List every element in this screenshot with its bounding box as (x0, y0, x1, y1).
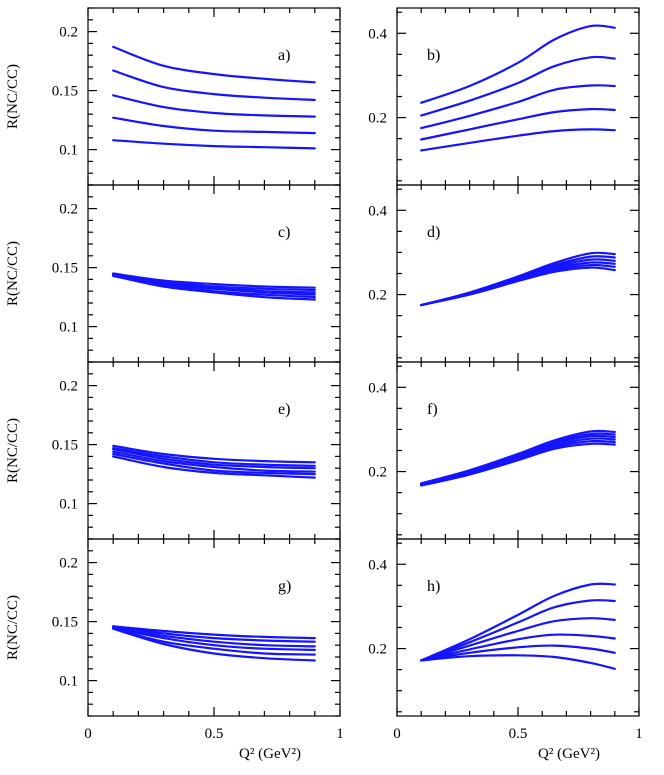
y-tick-label: 0.15 (52, 261, 78, 277)
series-line (420, 644, 616, 662)
series-line (420, 633, 616, 662)
series-line (112, 45, 316, 84)
panel-g: 0.1 0.15 0.2 0 0.5 1 R(NC/CC) Q² (GeV²) g) (5, 538, 344, 762)
x-tick-label: 0 (84, 726, 92, 742)
panel-c: 0.1 0.15 0.2 R(NC/CC) c) (5, 184, 341, 363)
panel-label: d) (427, 224, 440, 241)
series-line (420, 582, 616, 662)
y-axis-label: R(NC/CC) (5, 64, 21, 129)
series-line (420, 442, 616, 487)
series-line (112, 626, 316, 648)
series-line (112, 625, 316, 640)
series-line (112, 452, 316, 476)
y-axis-label: R(NC/CC) (5, 595, 21, 660)
y-tick-label: 0.2 (368, 111, 387, 127)
x-axis-label: Q² (GeV²) (239, 746, 301, 762)
panel-a: 0.1 0.15 0.2 R(NC/CC) a) (5, 7, 341, 186)
y-tick-label: 0.2 (368, 642, 387, 658)
series-line (420, 84, 616, 130)
series-line (112, 274, 316, 301)
panel-h: 0.2 0.4 0 0.5 1 Q² (GeV²) h) (368, 538, 643, 762)
y-tick-label: 0.2 (368, 465, 387, 481)
y-tick-label: 0.4 (368, 380, 387, 396)
y-tick-label: 0.4 (368, 557, 387, 573)
series-line (112, 448, 316, 470)
series-line (112, 626, 316, 651)
x-tick-label: 0.5 (205, 726, 224, 742)
y-axis-label: R(NC/CC) (5, 241, 21, 306)
panel-f: 0.2 0.4 f) (368, 361, 640, 540)
series-line (420, 24, 616, 104)
panel-label: f) (427, 401, 438, 418)
series-line (112, 272, 316, 292)
y-tick-label: 0.15 (52, 84, 78, 100)
series-line (112, 625, 316, 643)
y-tick-label: 0.1 (59, 320, 78, 336)
y-tick-label: 0.15 (52, 615, 78, 631)
panel-frame (396, 184, 640, 363)
series-line (112, 450, 316, 473)
y-tick-label: 0.2 (59, 25, 78, 41)
x-axis-label: Q² (GeV²) (538, 746, 600, 762)
series-line (420, 654, 616, 670)
series-line (112, 116, 316, 135)
y-tick-label: 0.4 (368, 203, 387, 219)
y-axis-label: R(NC/CC) (5, 418, 21, 483)
x-tick-label: 1 (336, 726, 344, 742)
y-tick-label: 0.2 (368, 288, 387, 304)
y-tick-label: 0.2 (59, 202, 78, 218)
series-line (112, 69, 316, 102)
series-line (112, 94, 316, 118)
panel-frame (87, 7, 341, 186)
series-line (112, 444, 316, 464)
series-line (420, 55, 616, 117)
panel-label: g) (278, 578, 291, 595)
x-tick-label: 0 (393, 726, 401, 742)
series-line (420, 266, 616, 307)
series-line (112, 627, 316, 656)
y-tick-label: 0.2 (59, 379, 78, 395)
series-line (420, 599, 616, 662)
y-tick-label: 0.1 (59, 143, 78, 159)
series-line (112, 447, 316, 467)
series-line (420, 617, 616, 662)
panel-label: e) (278, 401, 290, 418)
panel-label: h) (427, 578, 440, 595)
y-tick-label: 0.4 (368, 26, 387, 42)
series-line (112, 139, 316, 150)
series-line (420, 107, 616, 141)
series-line (112, 627, 316, 662)
panel-d: 0.2 0.4 d) (368, 184, 640, 363)
panel-frame (396, 7, 640, 186)
x-tick-label: 0.5 (509, 726, 528, 742)
panel-frame (87, 184, 341, 363)
panel-e: 0.1 0.15 0.2 R(NC/CC) e) (5, 361, 341, 540)
panel-label: c) (278, 224, 290, 241)
panel-frame (396, 538, 640, 717)
y-tick-label: 0.2 (59, 556, 78, 572)
y-tick-label: 0.15 (52, 438, 78, 454)
series-line (112, 455, 316, 479)
y-tick-label: 0.1 (59, 674, 78, 690)
x-tick-label: 1 (635, 726, 643, 742)
panel-label: b) (427, 47, 440, 64)
panel-b: 0.2 0.4 b) (368, 7, 640, 186)
y-tick-label: 0.1 (59, 497, 78, 513)
series-line (420, 128, 616, 152)
panel-frame (396, 361, 640, 540)
panel-label: a) (278, 47, 290, 64)
